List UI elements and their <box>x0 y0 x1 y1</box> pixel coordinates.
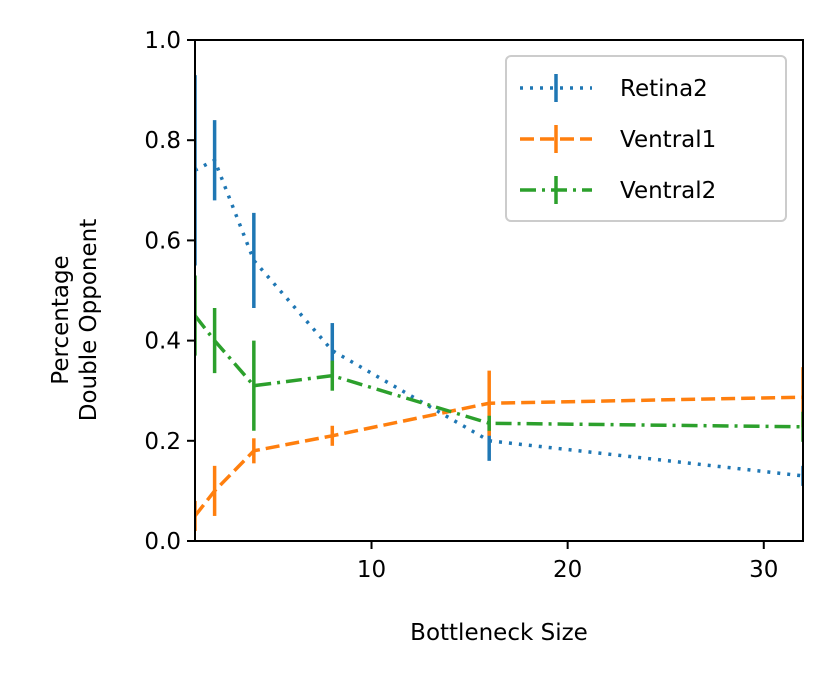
series-line-ventral1 <box>195 395 803 518</box>
legend-label: Ventral1 <box>620 127 716 153</box>
x-tick-label: 30 <box>749 557 778 583</box>
y-tick-label: 0.4 <box>144 329 181 355</box>
series-line-retina2 <box>195 157 803 478</box>
axis-ticks: 10 20 30 0.0 0.2 0.4 0.6 0.8 1.0 <box>144 28 778 583</box>
x-tick-label: 20 <box>553 557 582 583</box>
series-line-ventral2 <box>195 314 803 429</box>
y-axis-label-line-1: Percentage <box>48 255 74 384</box>
plot-frame <box>194 39 804 542</box>
plot-area <box>195 75 803 531</box>
x-tick-label: 10 <box>357 557 386 583</box>
legend-entry-retina2: Retina2 <box>520 74 708 102</box>
y-tick-label: 0.8 <box>144 128 181 154</box>
legend-label: Ventral2 <box>620 178 716 204</box>
legend-box <box>505 55 787 222</box>
legend-entry-ventral1: Ventral1 <box>520 125 716 153</box>
y-tick-label: 0.6 <box>144 228 181 254</box>
legend: Retina2 Ventral1 Ventral2 <box>505 55 787 222</box>
y-tick-label: 1.0 <box>144 28 181 54</box>
y-tick-label: 0.2 <box>144 429 181 455</box>
x-axis-label: Bottleneck Size <box>410 620 588 646</box>
y-axis-label: Percentage Double Opponent <box>48 219 102 422</box>
y-axis-label-line-2: Double Opponent <box>76 219 102 422</box>
legend-entry-ventral2: Ventral2 <box>520 176 716 204</box>
y-tick-label: 0.0 <box>144 529 181 555</box>
legend-label: Retina2 <box>620 76 708 102</box>
